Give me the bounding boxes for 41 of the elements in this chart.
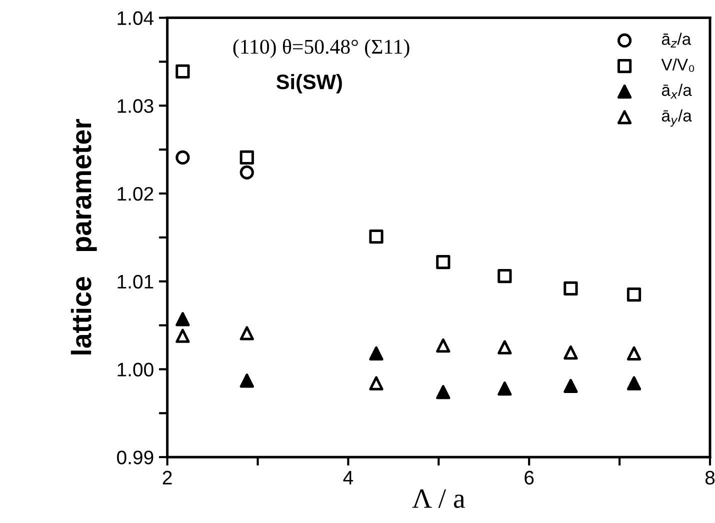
y-tick-label: 1.01 xyxy=(118,274,154,289)
x-tick-label: 6 xyxy=(524,470,534,485)
point xyxy=(436,338,450,353)
point xyxy=(369,230,384,244)
y-tick-label: 1.00 xyxy=(118,362,154,376)
legend-label: ā$_{z}$/a xyxy=(662,32,692,48)
y-tick-label: 1.04 xyxy=(118,11,154,26)
legend-label: ā$_{x}$/a xyxy=(662,84,692,99)
point xyxy=(564,378,578,393)
x-axis-title: Λ / a xyxy=(412,489,465,508)
legend-label: ā$_{y}$/a xyxy=(662,109,692,127)
point xyxy=(626,376,642,390)
annotation: Si(SW) xyxy=(276,74,342,94)
point xyxy=(176,64,190,78)
point xyxy=(498,382,512,396)
point xyxy=(176,328,190,343)
x-tick-label: 4 xyxy=(343,471,354,484)
point xyxy=(240,326,254,340)
annotation: (110) θ=50.48° (Σ11) xyxy=(233,39,410,58)
point xyxy=(176,312,190,326)
point xyxy=(240,165,254,180)
point xyxy=(626,346,642,360)
y-tick-label: 1.02 xyxy=(118,186,154,201)
point xyxy=(240,150,254,165)
y-axis-title: lattice parameter xyxy=(70,118,97,354)
point xyxy=(498,340,512,354)
y-tick-label: 1.03 xyxy=(118,99,154,113)
point xyxy=(176,150,190,165)
legend-label: V/V₀ xyxy=(661,58,694,72)
y-tick-label: 0.99 xyxy=(117,450,154,464)
point xyxy=(240,374,254,388)
point xyxy=(564,281,578,296)
point xyxy=(369,376,384,390)
point xyxy=(498,269,512,284)
point xyxy=(436,254,450,270)
point xyxy=(564,345,578,360)
point xyxy=(369,346,384,360)
point xyxy=(626,287,642,302)
point xyxy=(436,385,450,400)
x-tick-label: 2 xyxy=(162,470,172,484)
x-tick-label: 8 xyxy=(705,470,715,485)
